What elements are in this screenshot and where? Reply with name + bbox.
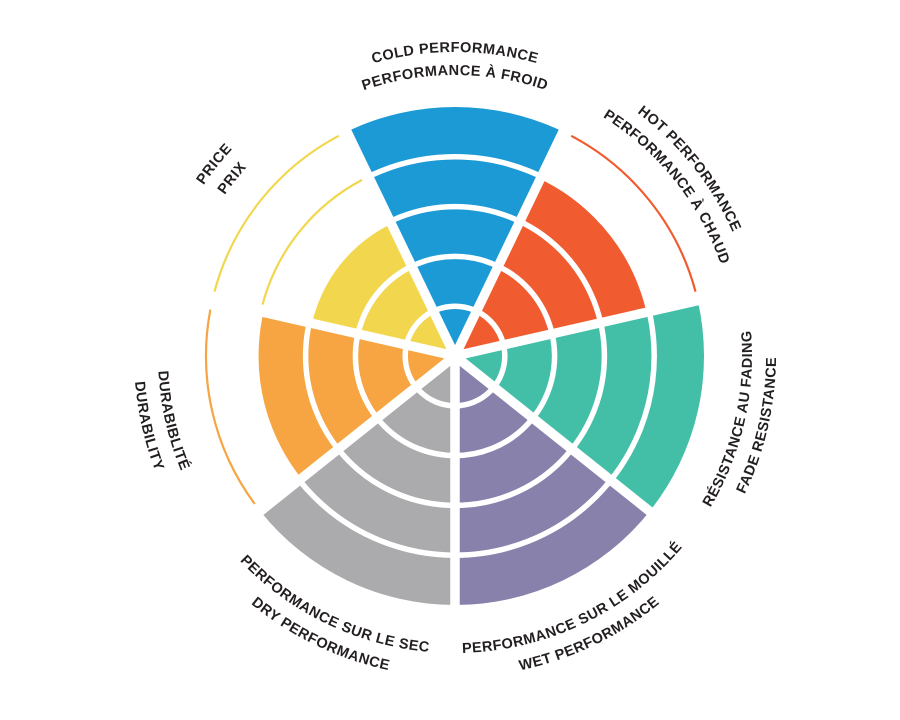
sector-dividers <box>207 125 703 609</box>
sector-label-cold-performance-line2: PERFORMANCE À FROID <box>360 63 550 94</box>
sector-divider-4 <box>254 352 458 518</box>
sector-divider-5 <box>207 295 457 361</box>
sector-wet-performance-fill <box>455 356 650 606</box>
sector-label-hot-performance-line1: HOT PERFORMANCE <box>635 103 744 234</box>
sector-cold-performance-fill <box>346 106 564 356</box>
price-unfilled-ring-5-arc <box>213 134 340 292</box>
sector-label-text-cold-performance-line2: PERFORMANCE À FROID <box>360 63 550 94</box>
hot-performance-unfilled-ring-5-arc <box>570 134 697 292</box>
sector-fade-resistance-fill <box>455 300 705 512</box>
remaining-ring-arcs <box>204 134 697 505</box>
wheel-sectors <box>255 106 705 606</box>
sector-divider-0 <box>450 125 570 359</box>
sector-dry-performance-fill <box>260 356 455 605</box>
sector-divider-1 <box>453 295 703 361</box>
sector-divider-2 <box>452 352 656 518</box>
sector-label-text-hot-performance-line1: HOT PERFORMANCE <box>635 103 744 234</box>
durability-unfilled-ring-5-arc <box>204 309 256 505</box>
price-unfilled-ring-4-arc <box>261 178 363 305</box>
sector-divider-6 <box>340 125 460 359</box>
